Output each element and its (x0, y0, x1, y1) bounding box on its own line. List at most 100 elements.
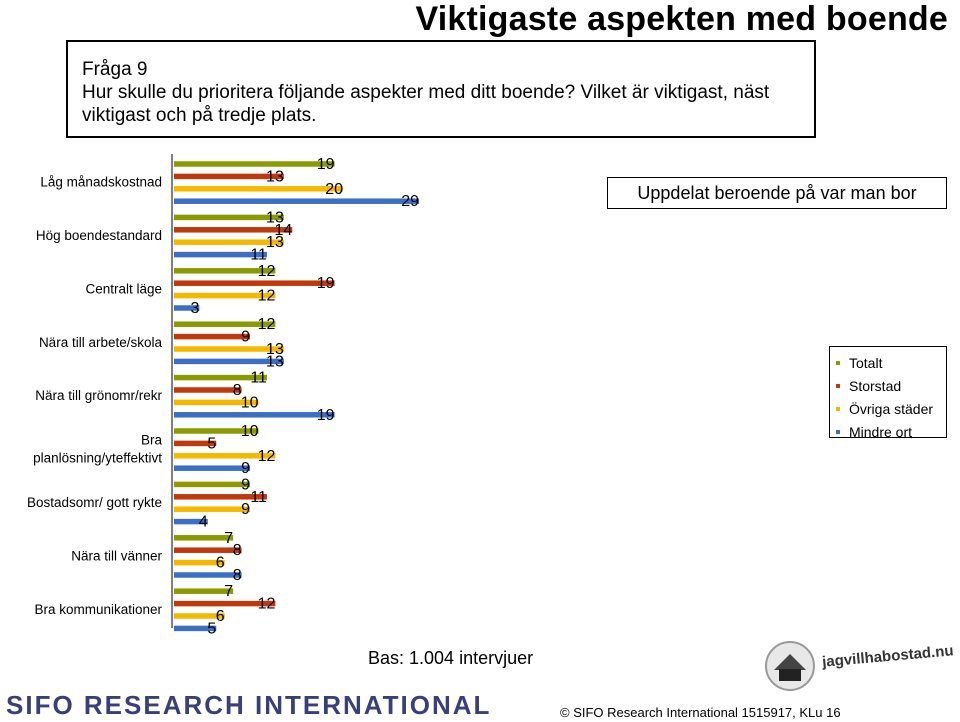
footer-company: SIFO RESEARCH INTERNATIONAL (6, 690, 492, 720)
data-label: 10 (241, 423, 259, 440)
house-logo-icon (765, 641, 815, 691)
data-label: 11 (250, 247, 267, 264)
bar (174, 535, 234, 541)
data-label: 13 (266, 168, 284, 185)
category-label: Bostadsomr/ gott rykte (27, 495, 162, 510)
bar (174, 399, 259, 406)
legend-swatch-ovriga (836, 406, 840, 411)
legend-swatch-mindre-ort (836, 429, 840, 434)
data-label: 5 (207, 435, 216, 452)
bar (174, 292, 276, 299)
footer-copyright: © SIFO Research International 1515917, K… (560, 705, 841, 720)
data-label: 4 (199, 514, 208, 531)
bar (174, 198, 420, 204)
bar (174, 374, 267, 381)
bar (174, 186, 343, 192)
bar (174, 387, 242, 393)
data-label: 29 (401, 193, 419, 210)
data-label: 6 (216, 555, 225, 572)
data-label: 11 (250, 489, 267, 506)
bar (174, 613, 225, 619)
data-label: 9 (241, 476, 250, 493)
data-label: 8 (233, 382, 242, 399)
category-label: Bra (141, 433, 163, 448)
bar (174, 481, 251, 488)
data-label: 13 (266, 341, 284, 358)
bar (174, 547, 242, 553)
legend-label-storstad: Storstad (849, 377, 902, 394)
legend-item-storstad: Storstad (836, 374, 946, 397)
bar (174, 440, 217, 447)
data-label: 19 (317, 407, 335, 424)
data-label: 12 (258, 316, 276, 333)
legend-label-mindre-ort: Mindre ort (849, 423, 913, 440)
category-label: Låg månadskostnad (40, 175, 162, 190)
question-text: Hur skulle du prioritera följande aspekt… (82, 82, 770, 126)
bar (174, 572, 242, 578)
bar (174, 494, 267, 500)
category-label: Nära till grönomr/rekr (35, 388, 162, 403)
legend-item-totalt: Totalt (836, 351, 946, 374)
legend-label-ovriga: Övriga städer (849, 400, 934, 417)
legend-label-totalt: Totalt (849, 354, 883, 371)
bar (174, 358, 284, 365)
data-label: 3 (190, 300, 199, 317)
data-label: 13 (266, 234, 284, 251)
data-label: 12 (258, 288, 276, 305)
bar (174, 600, 276, 607)
data-label: 14 (275, 222, 293, 239)
base-note: Bas: 1.004 intervjuer (368, 648, 534, 668)
bar (174, 321, 276, 327)
bar (174, 506, 251, 512)
page-title: Viktigaste aspekten med boende (415, 0, 948, 38)
data-label: 12 (258, 448, 276, 465)
data-label: 11 (250, 370, 267, 387)
legend-item-mindre-ort: Mindre ort (836, 420, 946, 443)
data-label: 6 (216, 608, 225, 625)
data-label: 10 (241, 394, 259, 411)
question-box: Fråga 9 Hur skulle du prioritera följand… (66, 40, 816, 138)
data-label: 7 (224, 530, 233, 547)
data-label: 8 (233, 567, 242, 584)
chart-subtitle: Uppdelat beroende på var man bor (607, 177, 947, 209)
category-label: planlösning/yteffektivt (33, 451, 162, 466)
logo-text: jagvillhabostad.nu (821, 642, 955, 671)
category-label: Nära till arbete/skola (39, 335, 163, 350)
bar (174, 268, 276, 274)
category-label: Nära till vänner (71, 548, 162, 563)
bar (174, 518, 208, 525)
data-label: 5 (207, 620, 216, 637)
jagvillhabostad-logo: jagvillhabostad.nu (760, 636, 960, 698)
legend-swatch-totalt (836, 360, 840, 365)
category-label: Centralt läge (85, 281, 162, 296)
data-label: 12 (258, 596, 276, 613)
data-label: 13 (266, 209, 284, 226)
data-label: 8 (233, 542, 242, 559)
data-label: 9 (241, 501, 250, 518)
bar (174, 625, 217, 632)
bar (174, 214, 284, 221)
legend-swatch-storstad (836, 383, 840, 388)
bar (174, 588, 234, 594)
data-label: 12 (258, 263, 276, 280)
bar (174, 465, 251, 471)
bar (174, 333, 251, 340)
data-label: 7 (224, 583, 233, 600)
bar (174, 305, 200, 311)
category-label: Hög boendestandard (36, 228, 162, 243)
bar (174, 161, 335, 167)
data-label: 19 (317, 275, 335, 292)
bar (174, 453, 276, 459)
chart-legend: Totalt Storstad Övriga städer Mindre ort (829, 346, 947, 440)
bar (174, 280, 335, 286)
question-label: Fråga 9 (82, 59, 148, 80)
data-label: 9 (241, 329, 250, 346)
bar (174, 227, 293, 233)
data-label: 9 (241, 460, 250, 477)
bar-chart: Låg månadskostnad 19 13 20 29 Hög boendestand… (27, 154, 420, 637)
data-label: 13 (266, 353, 284, 370)
bar (174, 346, 284, 352)
data-label: 19 (317, 156, 335, 173)
bar (174, 559, 225, 566)
bar (174, 412, 335, 418)
